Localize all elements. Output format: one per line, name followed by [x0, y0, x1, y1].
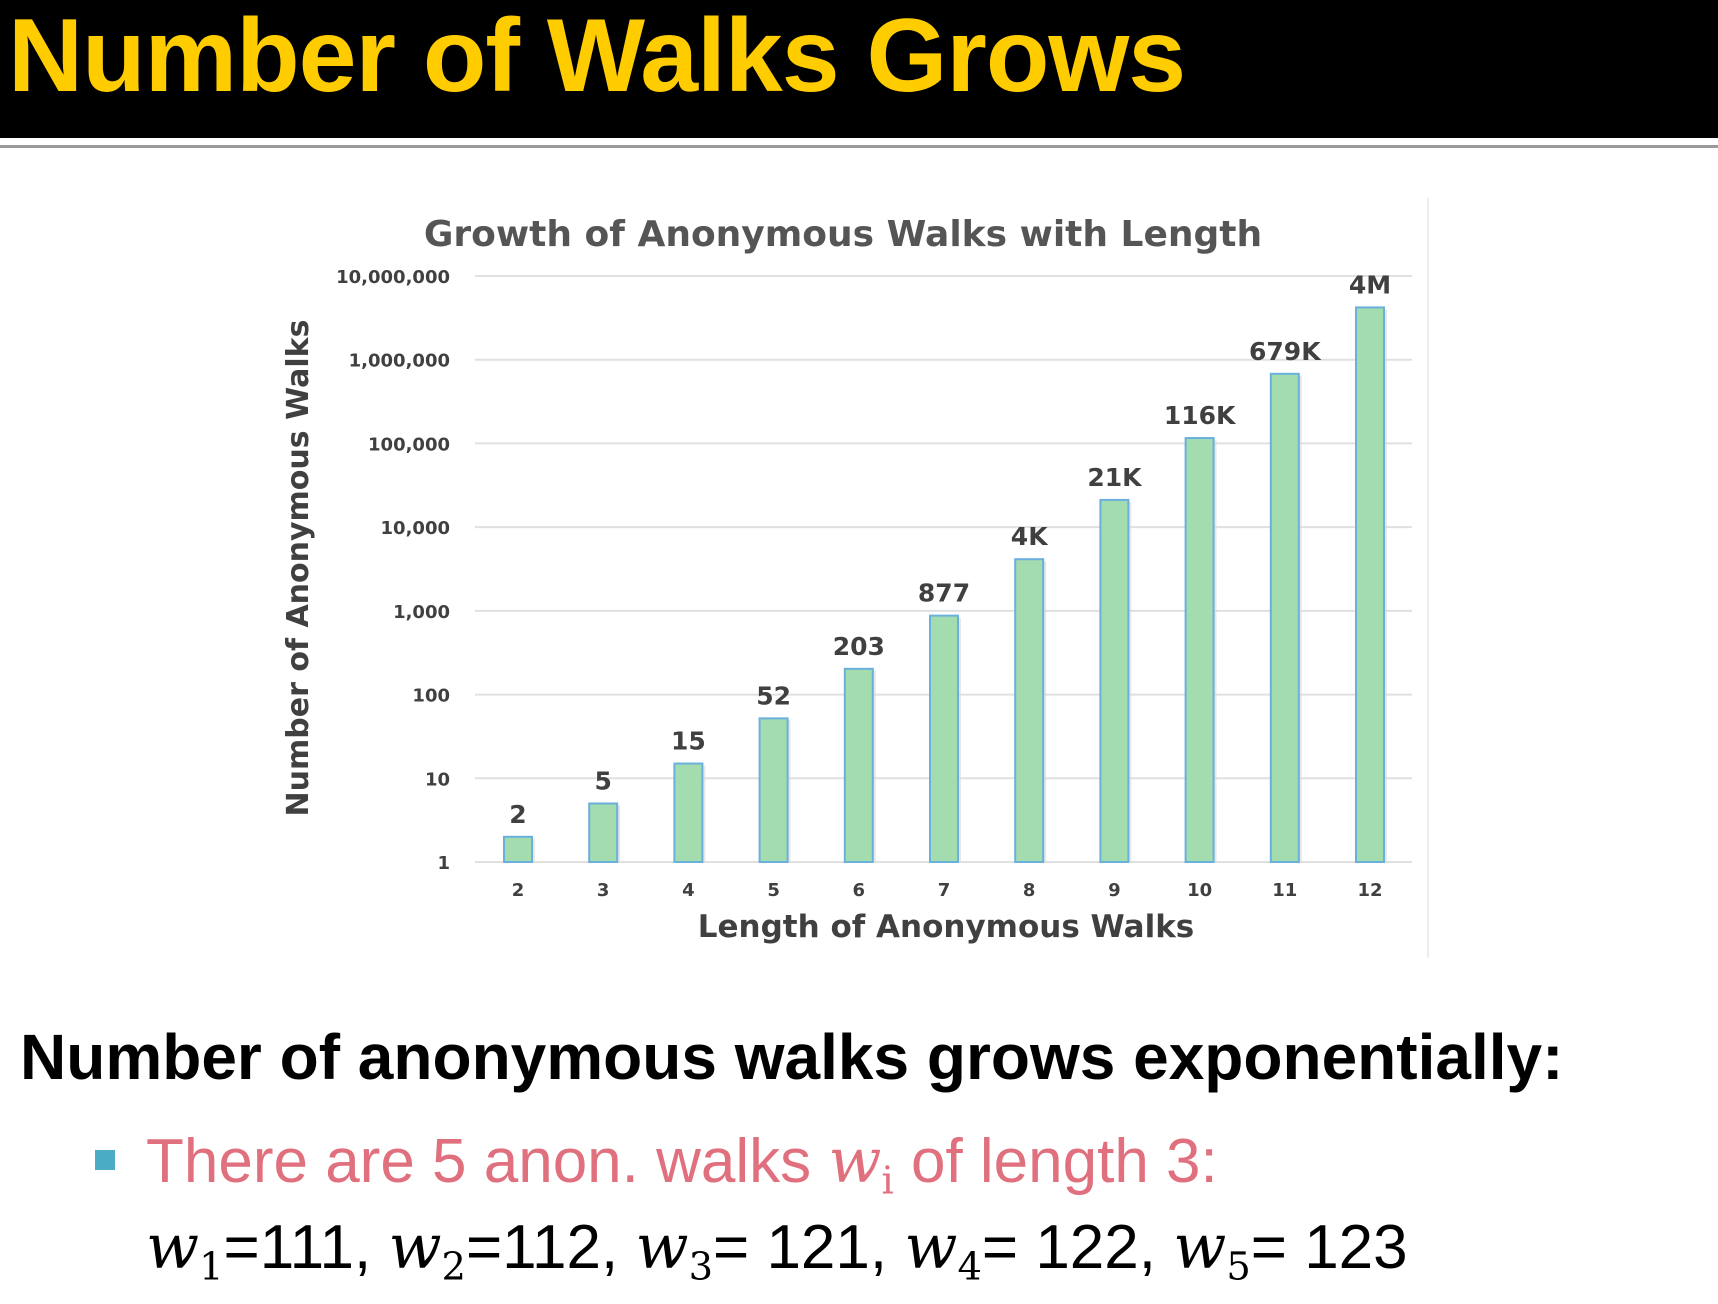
x-tick-label: 9 — [1108, 880, 1121, 901]
x-tick-label: 7 — [938, 880, 951, 901]
y-tick-label: 10,000 — [381, 518, 450, 539]
bar — [503, 835, 533, 864]
bar — [1184, 437, 1215, 863]
walk-sub: 2 — [441, 1244, 466, 1290]
data-label: 21K — [1087, 463, 1143, 492]
walk-separator: , — [601, 1213, 636, 1282]
walk-separator: , — [353, 1213, 389, 1282]
walk-value: =112 — [465, 1213, 602, 1282]
data-label: 203 — [833, 632, 885, 661]
walk-item: w3= 121, — [635, 1210, 905, 1290]
title-divider — [0, 145, 1718, 148]
bar — [1355, 306, 1385, 863]
x-tick-label: 2 — [512, 880, 525, 901]
walk-list: w1=111, w2=112, w3= 121, w4= 122, w5= 12… — [146, 1210, 1408, 1290]
walk-variable-letter: w — [828, 1124, 882, 1197]
walk-separator: , — [869, 1213, 905, 1282]
walk-value: = 123 — [1250, 1213, 1408, 1282]
bar — [1014, 558, 1045, 863]
walk-item: w2=112, — [388, 1210, 636, 1290]
walk-var: w — [146, 1210, 200, 1283]
walk-var: w — [635, 1210, 689, 1283]
bar-chart: Growth of Anonymous Walks with Length 1 10… — [281, 198, 1429, 958]
data-label: 52 — [756, 681, 791, 710]
bullet-text-before: There are 5 anon. walks — [146, 1127, 829, 1196]
data-label: 4K — [1011, 522, 1049, 551]
data-label: 877 — [918, 579, 970, 608]
data-label: 2 — [509, 800, 526, 829]
bar — [1269, 372, 1300, 863]
x-tick-label: 12 — [1357, 880, 1382, 901]
bar — [1099, 498, 1130, 863]
walk-item: w4= 122, — [904, 1210, 1174, 1290]
walk-value: =111 — [223, 1213, 354, 1282]
walk-variable: wi — [828, 1124, 893, 1204]
y-tick-label: 10 — [425, 769, 450, 790]
bar — [843, 667, 874, 863]
data-label: 15 — [671, 727, 706, 756]
y-tick-label: 1 — [437, 853, 450, 874]
walk-value: = 121 — [713, 1213, 870, 1282]
title-bar: Number of Walks Grows — [0, 0, 1718, 138]
y-tick-label: 1,000,000 — [349, 351, 450, 372]
data-label: 5 — [594, 766, 611, 795]
walk-item: w5= 123 — [1173, 1210, 1408, 1290]
bullet-marker — [95, 1150, 115, 1170]
x-tick-label: 4 — [682, 880, 695, 901]
x-axis-label: Length of Anonymous Walks — [698, 909, 1195, 945]
y-tick-label: 100 — [412, 686, 450, 707]
x-tick-label: 8 — [1023, 880, 1036, 901]
bullet-text: There are 5 anon. walks wi of length 3: — [146, 1124, 1218, 1204]
walk-sub: 5 — [1226, 1244, 1251, 1290]
walk-var: w — [388, 1210, 442, 1283]
walk-variable-subscript: i — [881, 1158, 894, 1204]
chart-title: Growth of Anonymous Walks with Length — [424, 214, 1262, 255]
headline: Number of anonymous walks grows exponent… — [20, 1021, 1564, 1093]
walk-item: w1=111, — [146, 1210, 389, 1290]
x-tick-label: 11 — [1272, 880, 1297, 901]
y-axis-label: Number of Anonymous Walks — [281, 320, 316, 817]
x-tick-label: 3 — [597, 880, 610, 901]
walk-separator: , — [1138, 1213, 1174, 1282]
walk-sub: 1 — [199, 1244, 224, 1290]
bar — [929, 614, 959, 864]
y-tick-label: 100,000 — [368, 434, 450, 455]
walk-var: w — [1173, 1210, 1227, 1283]
data-label: 116K — [1164, 401, 1237, 430]
y-tick-label: 1,000 — [393, 602, 450, 623]
data-label: 4M — [1349, 270, 1391, 299]
bar — [758, 717, 789, 863]
x-tick-label: 6 — [853, 880, 866, 901]
walk-sub: 3 — [688, 1244, 714, 1290]
y-tick-label: 10,000,000 — [336, 267, 450, 288]
data-label: 679K — [1249, 337, 1322, 366]
walk-value: = 122 — [981, 1213, 1139, 1282]
x-tick-label: 10 — [1187, 880, 1212, 901]
walk-sub: 4 — [957, 1244, 982, 1290]
walk-var: w — [904, 1210, 958, 1283]
slide-title: Number of Walks Grows — [8, 0, 1186, 114]
bullet-text-after: of length 3: — [893, 1127, 1218, 1196]
bar — [673, 762, 704, 864]
bar — [588, 802, 619, 863]
x-tick-label: 5 — [767, 880, 780, 901]
